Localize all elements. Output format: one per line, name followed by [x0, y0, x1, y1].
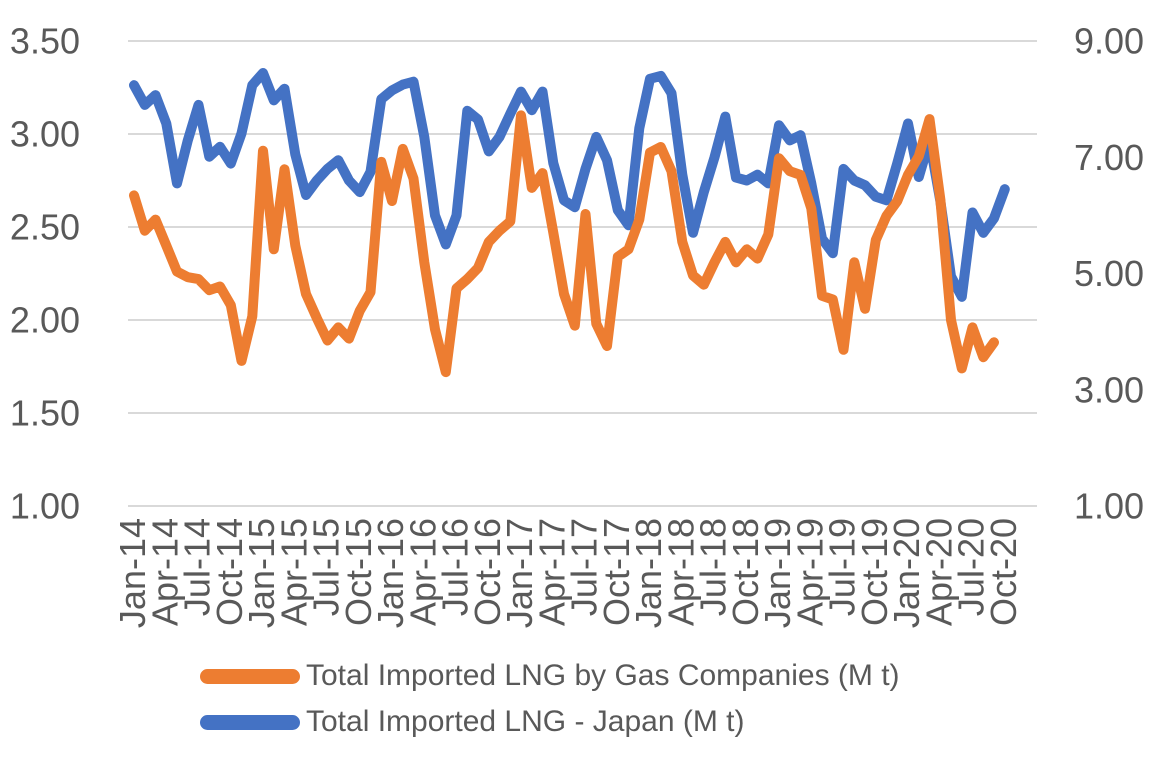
x-axis-tick-label: Jul-18 — [693, 518, 734, 616]
legend-label-gas-companies: Total Imported LNG by Gas Companies (M t… — [306, 659, 900, 692]
x-axis-tick-label: Jan-17 — [499, 518, 540, 628]
y-axis-tick-label-left: 1.50 — [10, 393, 80, 434]
x-axis-tick-label: Oct-19 — [854, 518, 895, 626]
x-axis-tick-label: Jul-14 — [177, 518, 218, 616]
x-axis-tick-label: Jan-16 — [370, 518, 411, 628]
x-axis-tick-label: Oct-17 — [596, 518, 637, 626]
legend-item-japan: Total Imported LNG - Japan (M t) — [200, 699, 745, 745]
legend-item-gas-companies: Total Imported LNG by Gas Companies (M t… — [200, 653, 900, 699]
x-axis-tick-label: Jul-16 — [435, 518, 476, 616]
x-axis-tick-label: Jan-18 — [628, 518, 669, 628]
x-axis-tick-label: Oct-20 — [983, 518, 1024, 626]
y-axis-tick-label-right: 3.00 — [1074, 369, 1144, 410]
x-axis-tick-label: Jan-14 — [112, 518, 153, 628]
x-axis-tick-label: Apr-15 — [273, 518, 314, 626]
y-axis-tick-label-right: 9.00 — [1074, 21, 1144, 62]
y-axis-tick-label-right: 5.00 — [1074, 253, 1144, 294]
y-axis-tick-label-right: 1.00 — [1074, 486, 1144, 527]
x-axis-tick-label: Oct-14 — [209, 518, 250, 626]
chart-legend: Total Imported LNG by Gas Companies (M t… — [200, 653, 900, 745]
series-line-gas-companies — [129, 110, 999, 378]
legend-swatch-gas-companies — [200, 668, 300, 684]
x-axis-tick-label: Jan-15 — [241, 518, 282, 628]
x-axis-tick-label: Oct-18 — [725, 518, 766, 626]
y-axis-tick-label-left: 3.00 — [10, 114, 80, 155]
y-axis-tick-label-left: 2.50 — [10, 207, 80, 248]
legend-label-japan: Total Imported LNG - Japan (M t) — [306, 705, 745, 738]
x-axis-tick-label: Jul-17 — [564, 518, 605, 616]
x-axis-tick-label: Apr-18 — [660, 518, 701, 626]
x-axis-tick-label: Apr-17 — [531, 518, 572, 626]
legend-swatch-japan — [200, 714, 300, 730]
y-axis-tick-label-left: 3.50 — [10, 21, 80, 62]
x-axis-tick-label: Apr-19 — [789, 518, 830, 626]
x-axis-tick-label: Apr-20 — [918, 518, 959, 626]
x-axis-tick-label: Jul-19 — [822, 518, 863, 616]
x-axis-tick-label: Apr-16 — [402, 518, 443, 626]
y-axis-tick-label-left: 2.00 — [10, 300, 80, 341]
x-axis-tick-label: Apr-14 — [144, 518, 185, 626]
x-axis-tick-label: Oct-16 — [467, 518, 508, 626]
x-axis-tick-label: Jul-20 — [951, 518, 992, 616]
x-axis-tick-label: Jan-20 — [886, 518, 927, 628]
x-axis-tick-label: Jan-19 — [757, 518, 798, 628]
y-axis-tick-label-right: 7.00 — [1074, 137, 1144, 178]
y-axis-tick-label-left: 1.00 — [10, 486, 80, 527]
x-axis-tick-label: Oct-15 — [338, 518, 379, 626]
series-line-japan — [129, 68, 1010, 302]
x-axis-tick-label: Jul-15 — [306, 518, 347, 616]
